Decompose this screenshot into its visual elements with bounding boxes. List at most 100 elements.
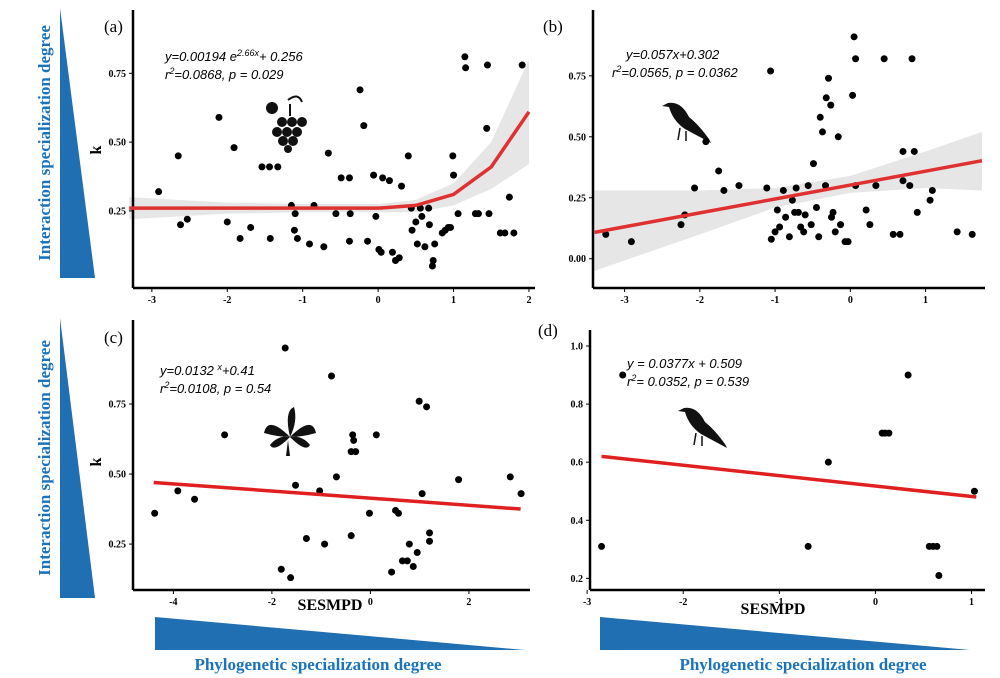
data-point bbox=[398, 182, 406, 190]
data-point bbox=[824, 458, 832, 466]
equation-part: r bbox=[165, 67, 170, 82]
equation-part: =0.0565, p = 0.0362 bbox=[621, 65, 738, 80]
data-point bbox=[483, 124, 491, 132]
x-tick-label: -3 bbox=[583, 597, 591, 608]
fit-line bbox=[594, 158, 983, 235]
data-point bbox=[191, 495, 199, 503]
data-point bbox=[395, 254, 403, 262]
data-point bbox=[771, 228, 779, 236]
y-tick-label: 0.25 bbox=[109, 540, 127, 551]
equation-part: y=0.0132 bbox=[159, 363, 217, 378]
data-point bbox=[913, 208, 921, 216]
data-point bbox=[677, 221, 685, 229]
data-point bbox=[302, 534, 310, 542]
x-tick-label: 2 bbox=[526, 295, 531, 306]
data-point bbox=[274, 163, 282, 171]
equation: r2= 0.0352, p = 0.539 bbox=[627, 373, 749, 389]
data-point bbox=[324, 149, 332, 157]
data-point bbox=[450, 171, 458, 179]
data-point bbox=[776, 223, 784, 231]
data-point bbox=[293, 234, 301, 242]
fit-line bbox=[129, 110, 531, 210]
equation-part: =0.0868, p = 0.029 bbox=[174, 67, 283, 82]
y-tick-label: 0.8 bbox=[571, 400, 584, 411]
data-point bbox=[462, 64, 470, 72]
data-point bbox=[388, 568, 396, 576]
equation-part: 2 bbox=[615, 64, 621, 74]
data-point bbox=[431, 240, 439, 248]
data-point bbox=[822, 94, 830, 102]
data-point bbox=[829, 208, 837, 216]
x-tick-label: -2 bbox=[679, 597, 687, 608]
data-point bbox=[935, 571, 943, 579]
equation-part: r bbox=[627, 374, 632, 389]
data-point bbox=[332, 473, 340, 481]
x-tick-label: -1 bbox=[775, 597, 783, 608]
data-point bbox=[800, 228, 808, 236]
data-point bbox=[850, 33, 858, 41]
y-tick-label: 0.75 bbox=[109, 400, 127, 411]
bird-icon bbox=[678, 407, 727, 448]
panel-label: (d) bbox=[538, 321, 558, 340]
equation-part: r bbox=[160, 381, 165, 396]
data-point bbox=[505, 193, 513, 201]
x-tick-label: 0 bbox=[848, 295, 853, 306]
data-point bbox=[485, 210, 493, 218]
data-point bbox=[266, 163, 274, 171]
data-point bbox=[360, 122, 368, 130]
data-point bbox=[885, 429, 893, 437]
data-point bbox=[926, 196, 934, 204]
data-point bbox=[627, 238, 635, 246]
x-tick-label: 0 bbox=[376, 295, 381, 306]
data-point bbox=[763, 184, 771, 192]
data-point bbox=[398, 557, 406, 565]
x-tick-label: -1 bbox=[299, 295, 307, 306]
data-point bbox=[767, 67, 775, 75]
equation: y = 0.0377x + 0.509 bbox=[626, 356, 742, 371]
data-point bbox=[801, 211, 809, 219]
fit-line bbox=[153, 480, 521, 511]
x-tick-label: 1 bbox=[969, 597, 974, 608]
data-point bbox=[349, 431, 357, 439]
gradient-label: Interaction specialization degree bbox=[35, 25, 54, 261]
data-point bbox=[461, 53, 469, 61]
data-point bbox=[320, 243, 328, 251]
data-point bbox=[517, 490, 525, 498]
x-axis-label: SESMPD bbox=[298, 597, 363, 614]
data-point bbox=[305, 240, 313, 248]
data-point bbox=[899, 147, 907, 155]
data-point bbox=[426, 529, 434, 537]
data-point bbox=[474, 210, 482, 218]
y-tick-label: 0.2 bbox=[571, 574, 584, 585]
data-point bbox=[409, 562, 417, 570]
data-point bbox=[501, 229, 509, 237]
data-point bbox=[906, 182, 914, 190]
data-point bbox=[804, 182, 812, 190]
gradient-label: Phylogenetic specialization degree bbox=[194, 655, 442, 674]
data-point bbox=[483, 61, 491, 69]
data-point bbox=[403, 557, 411, 565]
y-tick-label: 0.50 bbox=[109, 138, 127, 149]
gradients: Interaction specialization degree Intera… bbox=[35, 8, 970, 674]
data-point bbox=[812, 204, 820, 212]
data-point bbox=[815, 233, 823, 241]
data-point bbox=[408, 226, 416, 234]
data-point bbox=[720, 186, 728, 194]
gradient-label: Interaction specialization degree bbox=[35, 340, 54, 576]
equation-part: + 0.256 bbox=[259, 49, 304, 64]
data-point bbox=[429, 256, 437, 264]
data-point bbox=[862, 206, 870, 214]
data-point bbox=[834, 133, 842, 141]
y-tick-label: 0.50 bbox=[109, 470, 127, 481]
data-point bbox=[598, 542, 606, 550]
x-tick-label: -2 bbox=[223, 295, 231, 306]
icons bbox=[264, 95, 727, 456]
data-point bbox=[889, 230, 897, 238]
data-point bbox=[933, 542, 941, 550]
data-point bbox=[849, 91, 857, 99]
data-point bbox=[388, 248, 396, 256]
x-tick-label: 0 bbox=[368, 597, 373, 608]
data-point bbox=[337, 174, 345, 182]
data-point bbox=[782, 213, 790, 221]
